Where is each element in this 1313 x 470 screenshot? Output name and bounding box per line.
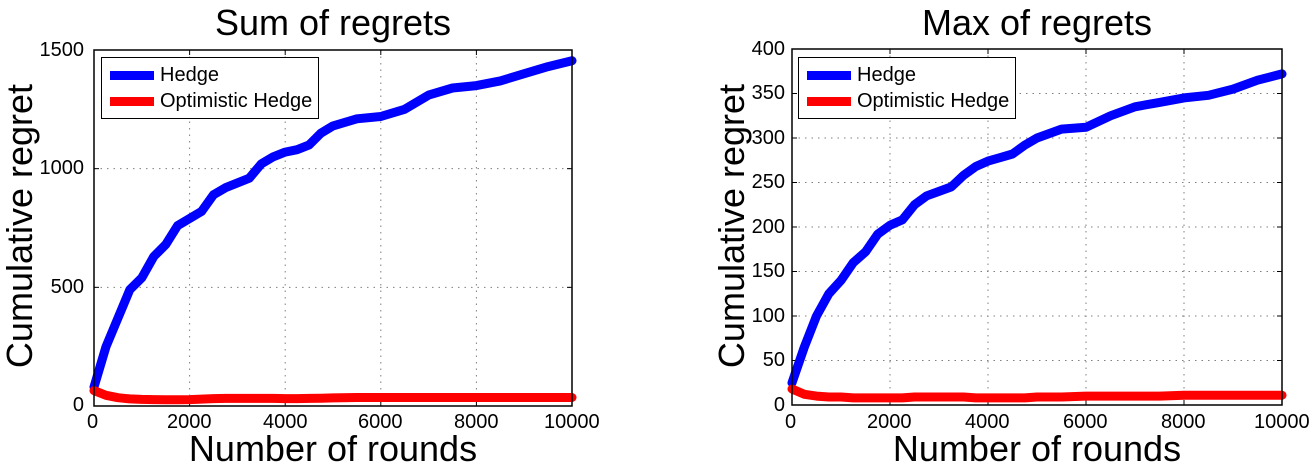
y-tick: 0 xyxy=(773,394,785,416)
chart-title: Max of regrets xyxy=(921,2,1153,43)
legend-item-hedge: Hedge xyxy=(110,62,312,88)
y-tick: 0 xyxy=(72,394,84,416)
legend-swatch-blue-icon xyxy=(110,70,154,80)
legend-item-optimistic-hedge: Optimistic Hedge xyxy=(110,88,312,114)
x-tick: 8000 xyxy=(1161,411,1206,433)
y-tick: 250 xyxy=(751,171,785,193)
y-tick: 1500 xyxy=(39,39,85,61)
y-tick: 50 xyxy=(762,349,785,371)
x-axis-label: Number of rounds xyxy=(188,428,478,469)
y-tick: 100 xyxy=(751,305,785,327)
legend: Hedge Optimistic Hedge xyxy=(798,57,1017,119)
x-tick: 0 xyxy=(785,411,797,433)
legend-label: Hedge xyxy=(160,63,219,86)
y-tick: 400 xyxy=(751,38,785,60)
x-tick: 2000 xyxy=(867,411,912,433)
x-axis-label: Number of rounds xyxy=(892,428,1182,469)
x-tick: 0 xyxy=(87,411,99,433)
chart-title: Sum of regrets xyxy=(214,2,452,43)
legend: Hedge Optimistic Hedge xyxy=(101,57,320,119)
chart-sum-of-regrets: Sum of regrets 1500 1000 500 0 0 2000 40… xyxy=(0,0,650,469)
legend-swatch-red-icon xyxy=(807,96,851,106)
y-tick: 350 xyxy=(751,82,785,104)
x-tick: 2000 xyxy=(167,411,212,433)
x-tick: 8000 xyxy=(454,411,499,433)
legend-label: Hedge xyxy=(857,63,916,86)
x-tick: 10000 xyxy=(1254,411,1310,433)
y-axis-label: Cumulative regret xyxy=(711,83,752,369)
legend-item-optimistic-hedge: Optimistic Hedge xyxy=(807,88,1009,114)
legend-label: Optimistic Hedge xyxy=(160,89,313,112)
x-tick: 4000 xyxy=(965,411,1010,433)
legend-label: Optimistic Hedge xyxy=(857,89,1010,112)
x-tick: 10000 xyxy=(544,411,600,433)
x-tick: 6000 xyxy=(1063,411,1108,433)
y-tick: 200 xyxy=(751,216,785,238)
legend-swatch-blue-icon xyxy=(807,70,851,80)
y-tick: 1000 xyxy=(39,157,85,179)
y-tick: 300 xyxy=(751,127,785,149)
y-tick: 150 xyxy=(751,260,785,282)
legend-swatch-red-icon xyxy=(110,96,154,106)
legend-item-hedge: Hedge xyxy=(807,62,1009,88)
x-tick: 4000 xyxy=(263,411,308,433)
x-tick: 6000 xyxy=(358,411,403,433)
y-tick: 500 xyxy=(50,276,84,298)
